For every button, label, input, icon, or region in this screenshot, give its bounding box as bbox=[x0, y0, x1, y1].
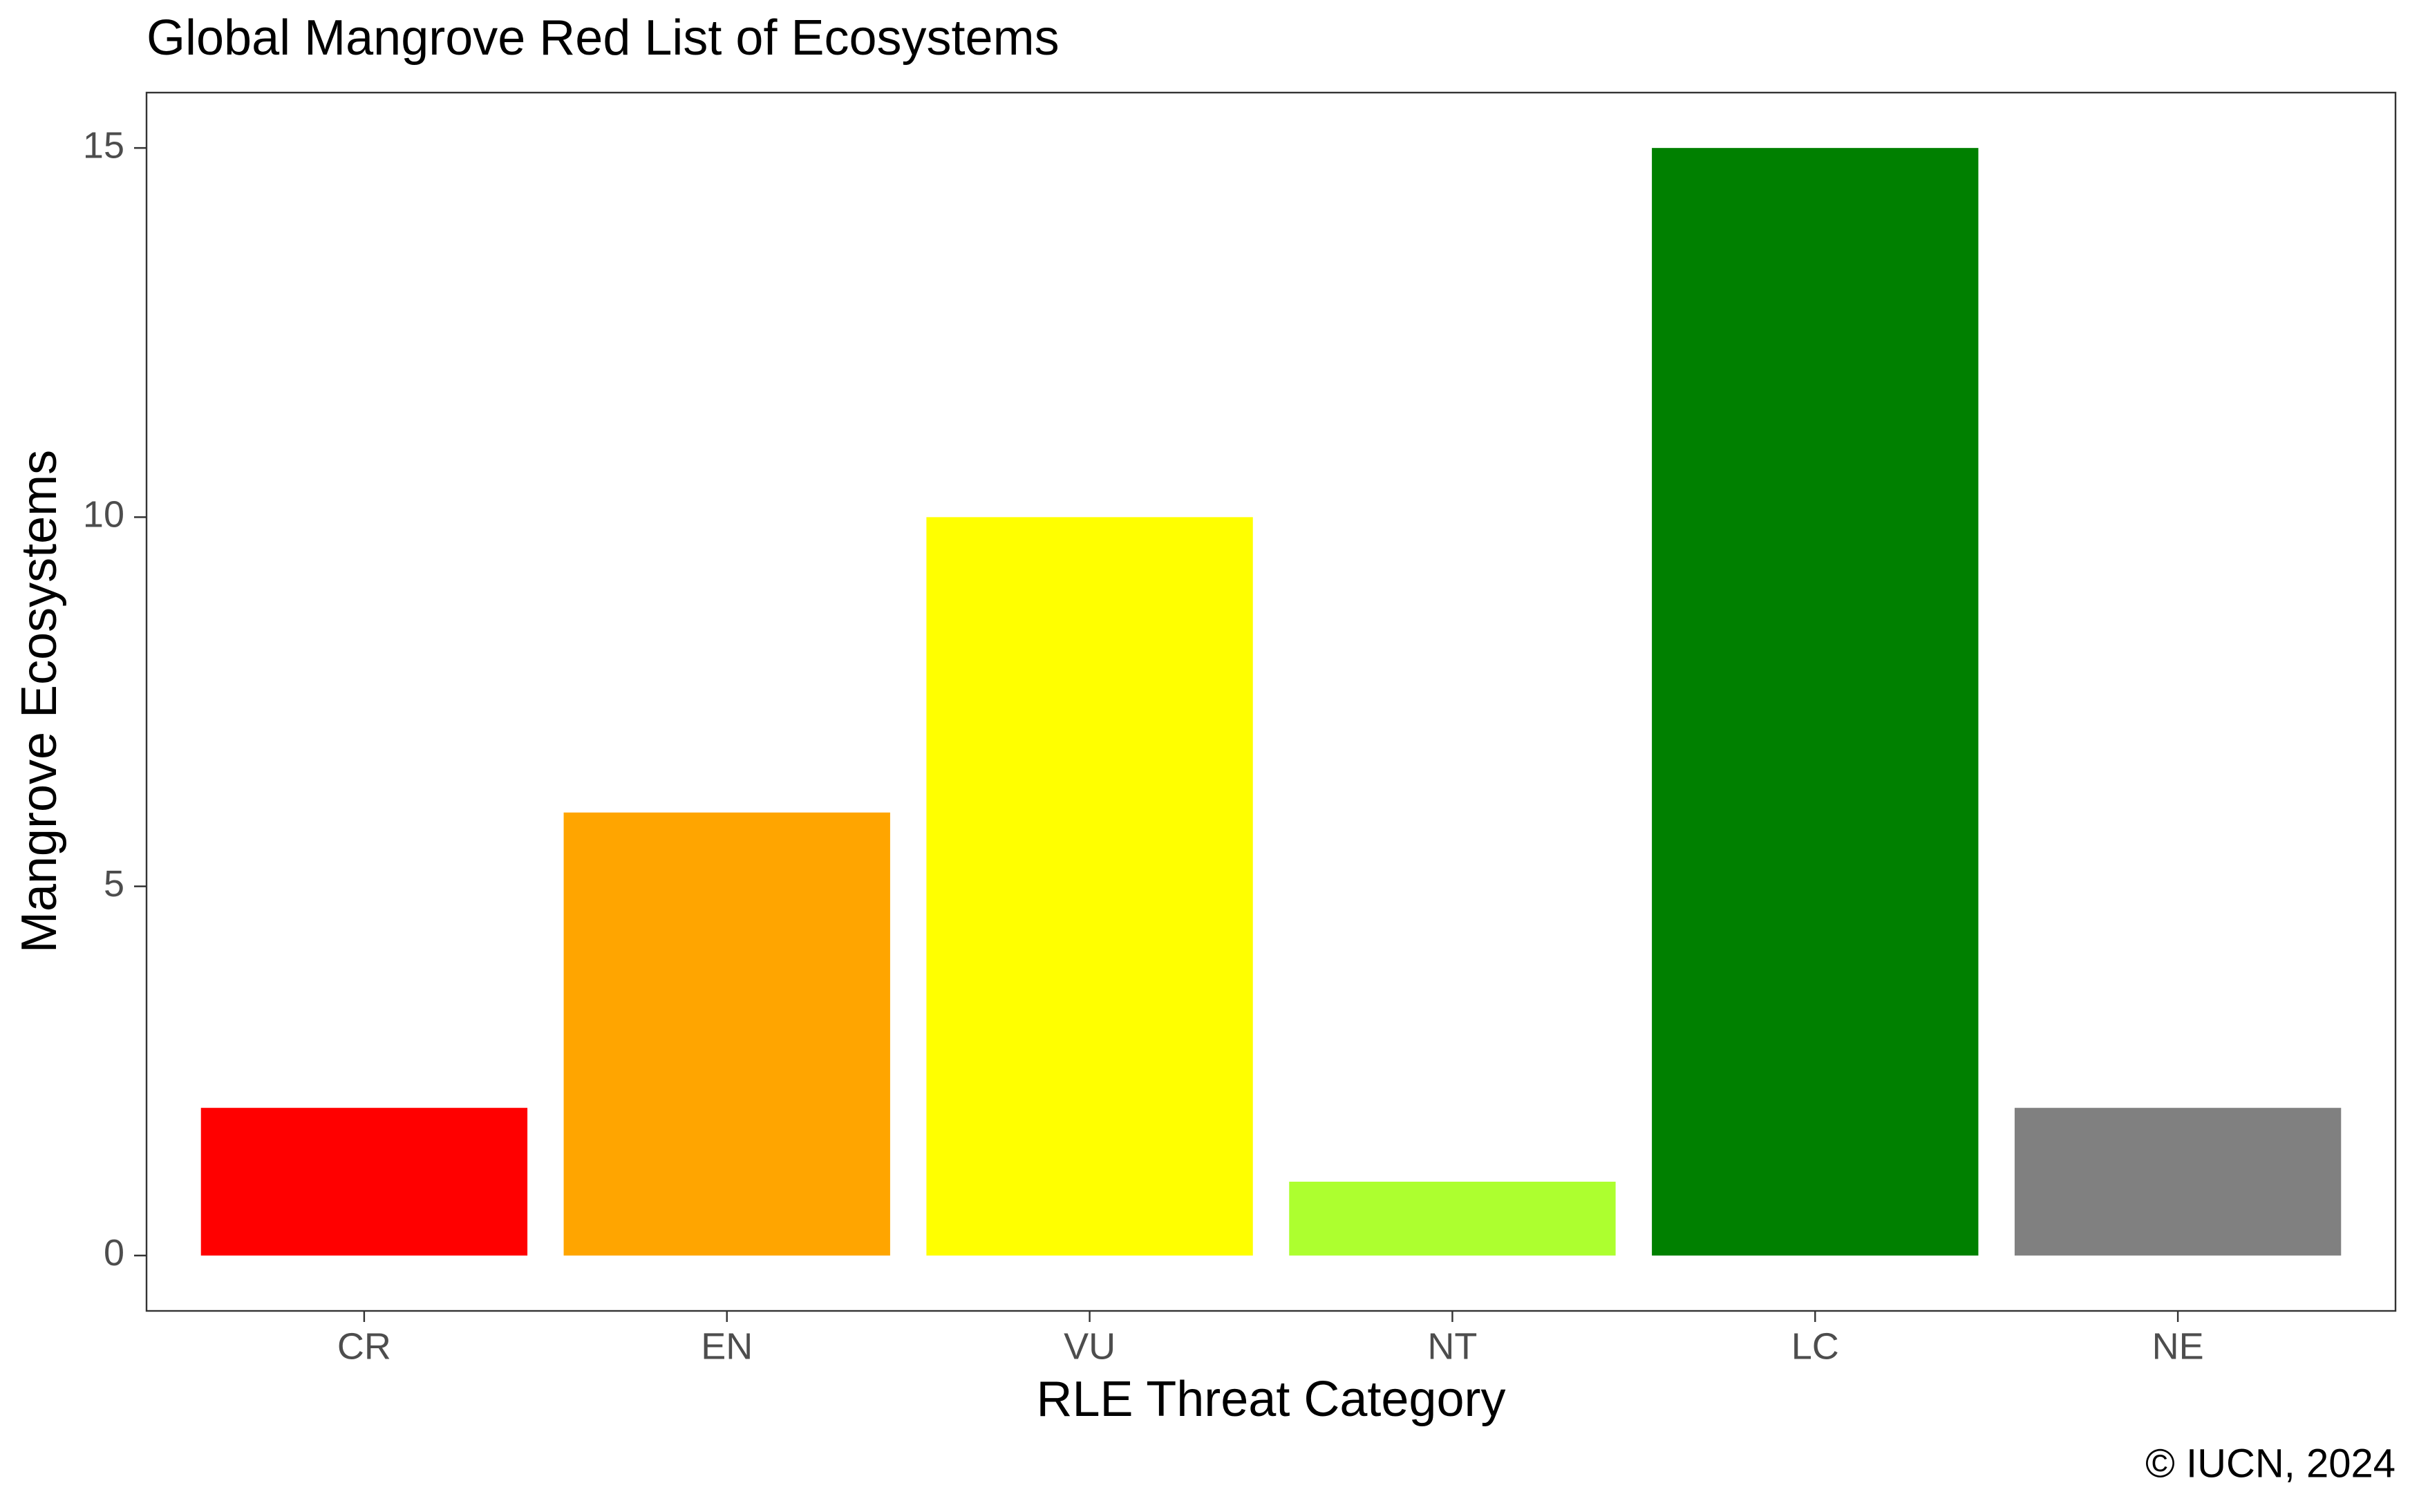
bar bbox=[1652, 148, 1979, 1256]
x-axis-title: RLE Threat Category bbox=[1036, 1372, 1505, 1427]
caption: © IUCN, 2024 bbox=[2145, 1441, 2396, 1486]
y-tick-label: 0 bbox=[104, 1232, 124, 1274]
bar bbox=[2014, 1108, 2342, 1256]
y-tick-label: 10 bbox=[83, 494, 124, 536]
y-tick-label: 15 bbox=[83, 124, 124, 166]
x-tick-label: NT bbox=[1427, 1325, 1477, 1367]
x-tick-label: NE bbox=[2152, 1325, 2204, 1367]
bar bbox=[1289, 1182, 1616, 1256]
bar bbox=[563, 812, 890, 1256]
y-axis-title: Mangrove Ecosystems bbox=[12, 450, 67, 953]
x-tick-label: LC bbox=[1791, 1325, 1839, 1367]
x-tick-label: VU bbox=[1064, 1325, 1116, 1367]
bar bbox=[200, 1108, 528, 1256]
bar bbox=[926, 517, 1253, 1256]
y-tick-label: 5 bbox=[104, 863, 124, 905]
x-tick-label: CR bbox=[337, 1325, 391, 1367]
panel-border bbox=[145, 91, 2397, 1312]
x-tick-label: EN bbox=[701, 1325, 753, 1367]
chart-title: Global Mangrove Red List of Ecosystems bbox=[147, 10, 1060, 66]
